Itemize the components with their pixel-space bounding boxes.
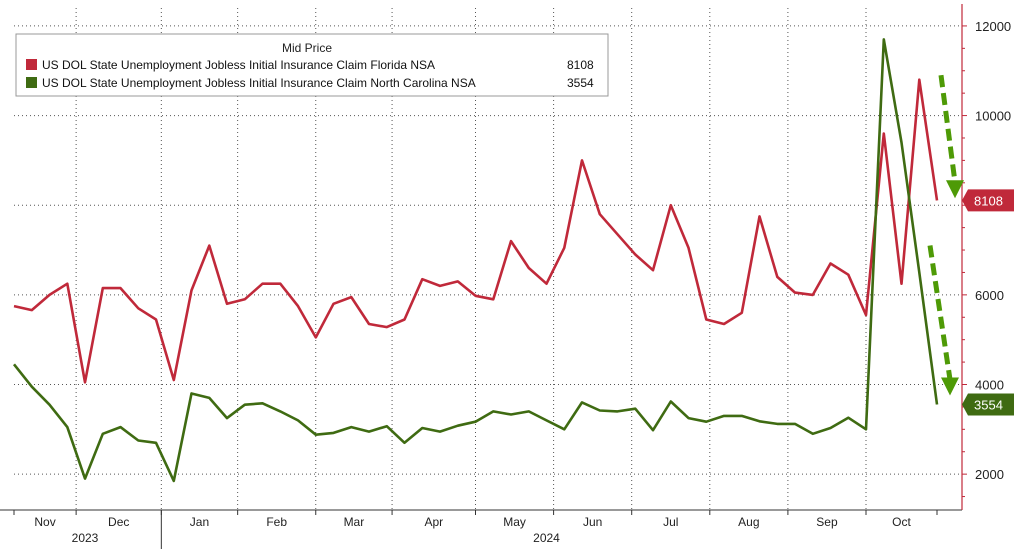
- x-tick-label: Jun: [583, 515, 602, 529]
- last-value-label-florida: 8108: [962, 189, 1014, 212]
- last-value-text: 8108: [974, 193, 1003, 208]
- legend-swatch-florida: [26, 59, 37, 70]
- x-tick-label: Sep: [816, 515, 838, 529]
- year-label: 2023: [72, 531, 99, 545]
- y-tick-label: 12000: [975, 19, 1011, 34]
- legend-label-north-carolina: US DOL State Unemployment Jobless Initia…: [42, 76, 476, 90]
- legend-label-florida: US DOL State Unemployment Jobless Initia…: [42, 58, 435, 72]
- x-tick-label: Oct: [892, 515, 911, 529]
- x-tick-label: Feb: [266, 515, 287, 529]
- x-tick-label: Aug: [738, 515, 759, 529]
- x-tick-label: Nov: [34, 515, 55, 529]
- x-tick-label: May: [503, 515, 526, 529]
- annotation-arrows: [927, 74, 964, 396]
- legend-title: Mid Price: [282, 41, 332, 55]
- last-value-labels: 8108 3554: [962, 189, 1014, 416]
- y-tick-label: 2000: [975, 467, 1004, 482]
- arrow-florida: [938, 74, 964, 199]
- legend-value-north-carolina: 3554: [567, 76, 594, 90]
- arrow-shaft: [927, 245, 953, 380]
- last-value-box: [962, 189, 1014, 212]
- legend: Mid Price US DOL State Unemployment Jobl…: [15, 33, 609, 97]
- legend-value-florida: 8108: [567, 58, 594, 72]
- arrow-north-carolina: [927, 245, 959, 396]
- x-tick-label: Apr: [424, 515, 443, 529]
- legend-swatch-north-carolina: [26, 77, 37, 88]
- x-tick-label: Jan: [190, 515, 209, 529]
- x-tick-label: Dec: [108, 515, 129, 529]
- last-value-label-north-carolina: 3554: [962, 393, 1014, 416]
- arrow-head: [946, 180, 964, 199]
- series-line-florida: [13, 78, 939, 384]
- last-value-text: 3554: [974, 397, 1003, 412]
- series-lines: [12, 38, 939, 483]
- last-value-box: [962, 393, 1014, 416]
- x-axis: Nov Dec Jan Feb Mar Apr May Jun Jul Aug Sep Oct 2023…: [0, 509, 962, 549]
- arrow-head: [941, 377, 959, 396]
- y-tick-label: 6000: [975, 288, 1004, 303]
- y-tick-label: 4000: [975, 378, 1004, 393]
- x-tick-label: Mar: [344, 515, 365, 529]
- series-line-north-carolina: [12, 38, 939, 483]
- x-tick-label: Jul: [663, 515, 678, 529]
- y-tick-label: 10000: [975, 109, 1011, 124]
- year-label: 2024: [533, 531, 560, 545]
- legend-box: [15, 33, 609, 97]
